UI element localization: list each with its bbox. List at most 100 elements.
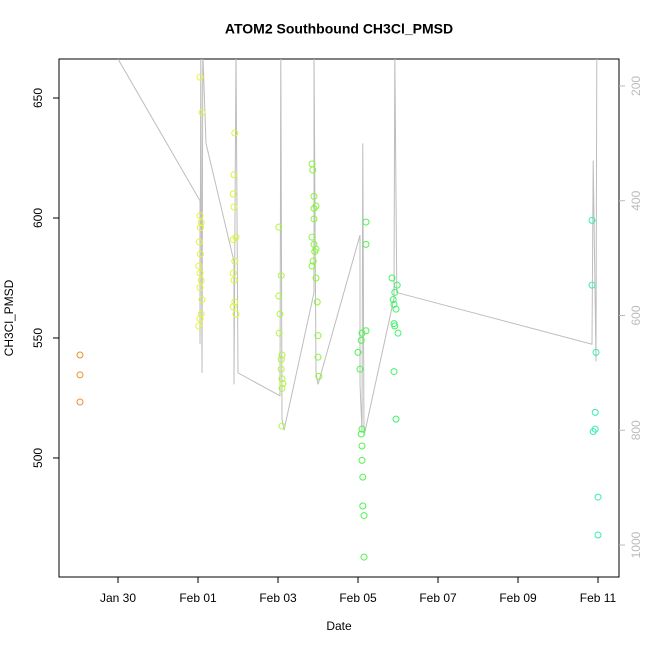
point	[195, 238, 203, 246]
point	[312, 274, 320, 282]
x-tick-label: Feb 05	[339, 591, 377, 605]
point	[588, 216, 596, 224]
point	[360, 553, 368, 561]
point	[277, 272, 285, 280]
point	[393, 281, 401, 289]
point	[195, 322, 203, 330]
point	[362, 218, 370, 226]
point	[230, 171, 238, 179]
point	[314, 353, 322, 361]
point	[358, 425, 366, 433]
x-tick-label: Feb 09	[499, 591, 537, 605]
point	[389, 296, 397, 304]
point	[356, 365, 364, 373]
point	[76, 351, 84, 359]
point	[278, 351, 286, 359]
y2-tick-label: 600	[629, 305, 643, 325]
x-tick-label: Feb 11	[580, 591, 617, 605]
y2-tick-label: 1000	[629, 531, 643, 558]
point	[591, 408, 599, 416]
point	[196, 224, 204, 232]
y2-tick-label: 200	[629, 76, 643, 96]
point	[308, 233, 316, 241]
y-tick-label: 550	[31, 328, 45, 348]
point	[594, 531, 602, 539]
point	[357, 336, 365, 344]
point	[357, 430, 365, 438]
point	[592, 348, 600, 356]
point	[392, 415, 400, 423]
point	[314, 332, 322, 340]
point	[195, 262, 203, 270]
point	[277, 356, 285, 364]
point	[196, 250, 204, 258]
point	[308, 262, 316, 270]
y-tick-label: 650	[31, 88, 45, 108]
point	[196, 73, 204, 81]
point	[232, 310, 240, 318]
point	[196, 269, 204, 277]
point	[198, 296, 206, 304]
chart-title: ATOM2 Southbound CH3Cl_PMSD	[225, 21, 453, 37]
point	[279, 380, 287, 388]
point	[197, 219, 205, 227]
point	[278, 422, 286, 430]
plot-frame	[58, 58, 620, 578]
point	[362, 240, 370, 248]
point	[76, 398, 84, 406]
y2-tick-label: 400	[629, 190, 643, 210]
point	[231, 298, 239, 306]
point	[309, 166, 317, 174]
point	[310, 192, 318, 200]
y-tick-label: 600	[31, 208, 45, 228]
point	[196, 315, 204, 323]
point	[359, 502, 367, 510]
point	[391, 322, 399, 330]
point	[310, 204, 318, 212]
point	[231, 257, 239, 265]
point	[394, 329, 402, 337]
point	[229, 269, 237, 277]
point	[388, 274, 396, 282]
point	[196, 212, 204, 220]
point	[358, 329, 366, 337]
point	[588, 281, 596, 289]
point	[311, 248, 319, 256]
x-tick-label: Feb 01	[179, 591, 217, 605]
point	[196, 284, 204, 292]
point	[309, 257, 317, 265]
plot-area	[76, 59, 602, 561]
point	[390, 368, 398, 376]
point	[276, 310, 284, 318]
point	[197, 276, 205, 284]
point	[358, 442, 366, 450]
point	[359, 473, 367, 481]
point	[360, 512, 368, 520]
point	[230, 276, 238, 284]
point	[198, 108, 206, 116]
point	[275, 223, 283, 231]
x-tick-label: Feb 03	[259, 591, 297, 605]
point	[310, 215, 318, 223]
point	[275, 329, 283, 337]
point	[354, 348, 362, 356]
point	[76, 371, 84, 379]
point	[392, 305, 400, 313]
y-axis-label: CH3Cl_PMSD	[2, 279, 16, 356]
point	[391, 288, 399, 296]
point	[278, 375, 286, 383]
x-tick-label: Feb 07	[419, 591, 457, 605]
x-tick-label: Jan 30	[100, 591, 136, 605]
point	[229, 190, 237, 198]
point	[313, 298, 321, 306]
point	[278, 384, 286, 392]
x-axis-label: Date	[326, 619, 352, 633]
point	[594, 493, 602, 501]
point	[230, 203, 238, 211]
point	[358, 456, 366, 464]
point	[275, 292, 283, 300]
point	[315, 372, 323, 380]
point	[197, 310, 205, 318]
point	[229, 236, 237, 244]
